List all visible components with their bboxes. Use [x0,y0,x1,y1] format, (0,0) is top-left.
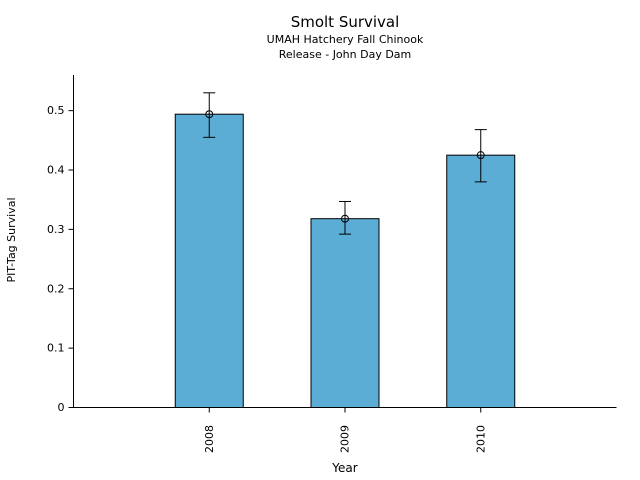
x-tick-label-2008: 2008 [203,425,216,453]
chart-subtitle-line2: Release - John Day Dam [279,48,412,61]
bar-2010 [446,154,516,408]
plot-area: 0 0.1 0.2 0.3 0.4 0.5 2008 2009 2010 [47,75,617,453]
y-axis-label: PIT-Tag Survival [5,197,18,282]
point-marker-2008 [205,110,214,119]
y-tick-label: 0.3 [47,223,65,236]
point-marker-2010 [476,151,485,160]
point-marker-2009 [341,214,349,223]
bar-2009 [310,218,380,408]
y-tick-label: 0.5 [47,104,65,117]
y-tick-label: 0.2 [47,282,65,295]
chart-subtitle-line1: UMAH Hatchery Fall Chinook [267,33,424,46]
y-tick-label: 0 [58,401,65,414]
y-tick-label: 0.1 [47,342,65,355]
bar-2008 [174,113,244,408]
x-axis-label: Year [331,461,357,475]
y-tick-label: 0.4 [47,164,65,177]
x-tick-label-2010: 2010 [474,425,487,453]
chart-title: Smolt Survival [291,13,400,31]
x-tick-label-2009: 2009 [339,425,352,453]
